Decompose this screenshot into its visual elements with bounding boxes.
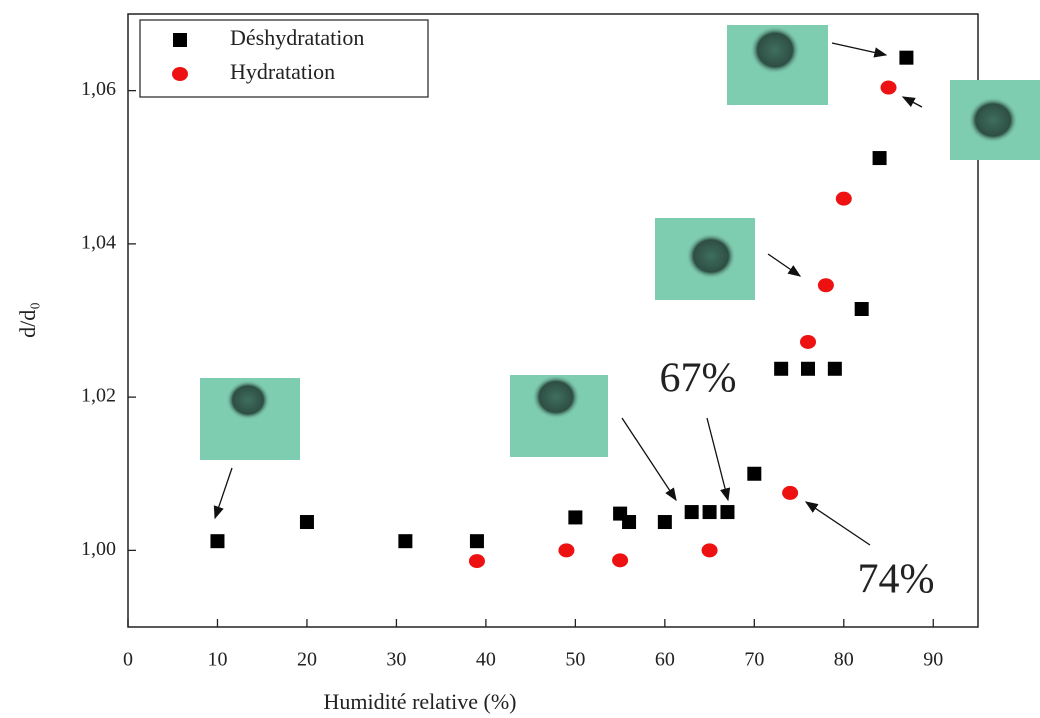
annotation: 67% xyxy=(660,356,737,402)
x-tick-label: 90 xyxy=(923,649,943,671)
x-tick-label: 30 xyxy=(386,649,406,671)
point xyxy=(622,515,637,530)
x-tick-label: 10 xyxy=(207,649,227,671)
point xyxy=(817,278,834,293)
point xyxy=(210,534,225,549)
point xyxy=(872,151,887,166)
point xyxy=(299,515,314,530)
point xyxy=(568,510,583,525)
micrographs xyxy=(200,25,1040,460)
point xyxy=(702,505,717,520)
x-tick-label: 40 xyxy=(476,649,496,671)
x-tick-label: 70 xyxy=(744,649,764,671)
arrows xyxy=(213,42,923,546)
x-axis-label: Humidité relative (%) xyxy=(323,689,516,714)
annotation: 74% xyxy=(858,557,935,603)
x-tick-label: 80 xyxy=(834,649,854,671)
point xyxy=(800,334,816,349)
y-tick-label: 1,02 xyxy=(81,385,116,407)
point xyxy=(173,33,187,47)
x-tick-label: 20 xyxy=(297,649,317,671)
y-axis-label: d/d₀ xyxy=(15,302,40,338)
legend xyxy=(139,19,429,98)
point xyxy=(612,553,629,568)
point xyxy=(774,361,789,376)
point xyxy=(880,80,897,95)
x-tick-label: 60 xyxy=(655,649,675,671)
point xyxy=(854,302,869,317)
y-tick-label: 1,00 xyxy=(81,538,116,560)
point xyxy=(684,505,699,520)
x-tick-label: 50 xyxy=(565,649,585,671)
point xyxy=(720,505,735,520)
y-tick-label: 1,06 xyxy=(81,78,116,100)
point xyxy=(747,466,762,481)
point xyxy=(398,534,413,549)
point xyxy=(657,515,672,530)
legend-label: Déshydratation xyxy=(230,25,364,50)
point xyxy=(701,543,718,558)
point xyxy=(899,50,914,65)
point xyxy=(172,67,188,81)
legend-label: Hydratation xyxy=(230,59,335,84)
point xyxy=(835,191,852,206)
x-tick-label: 0 xyxy=(123,649,133,671)
point xyxy=(469,534,484,549)
point xyxy=(782,485,799,500)
point xyxy=(827,361,842,376)
point xyxy=(558,543,575,558)
point xyxy=(801,361,815,376)
plot-frame xyxy=(127,13,979,628)
point xyxy=(468,554,485,569)
y-tick-label: 1,04 xyxy=(81,231,116,253)
